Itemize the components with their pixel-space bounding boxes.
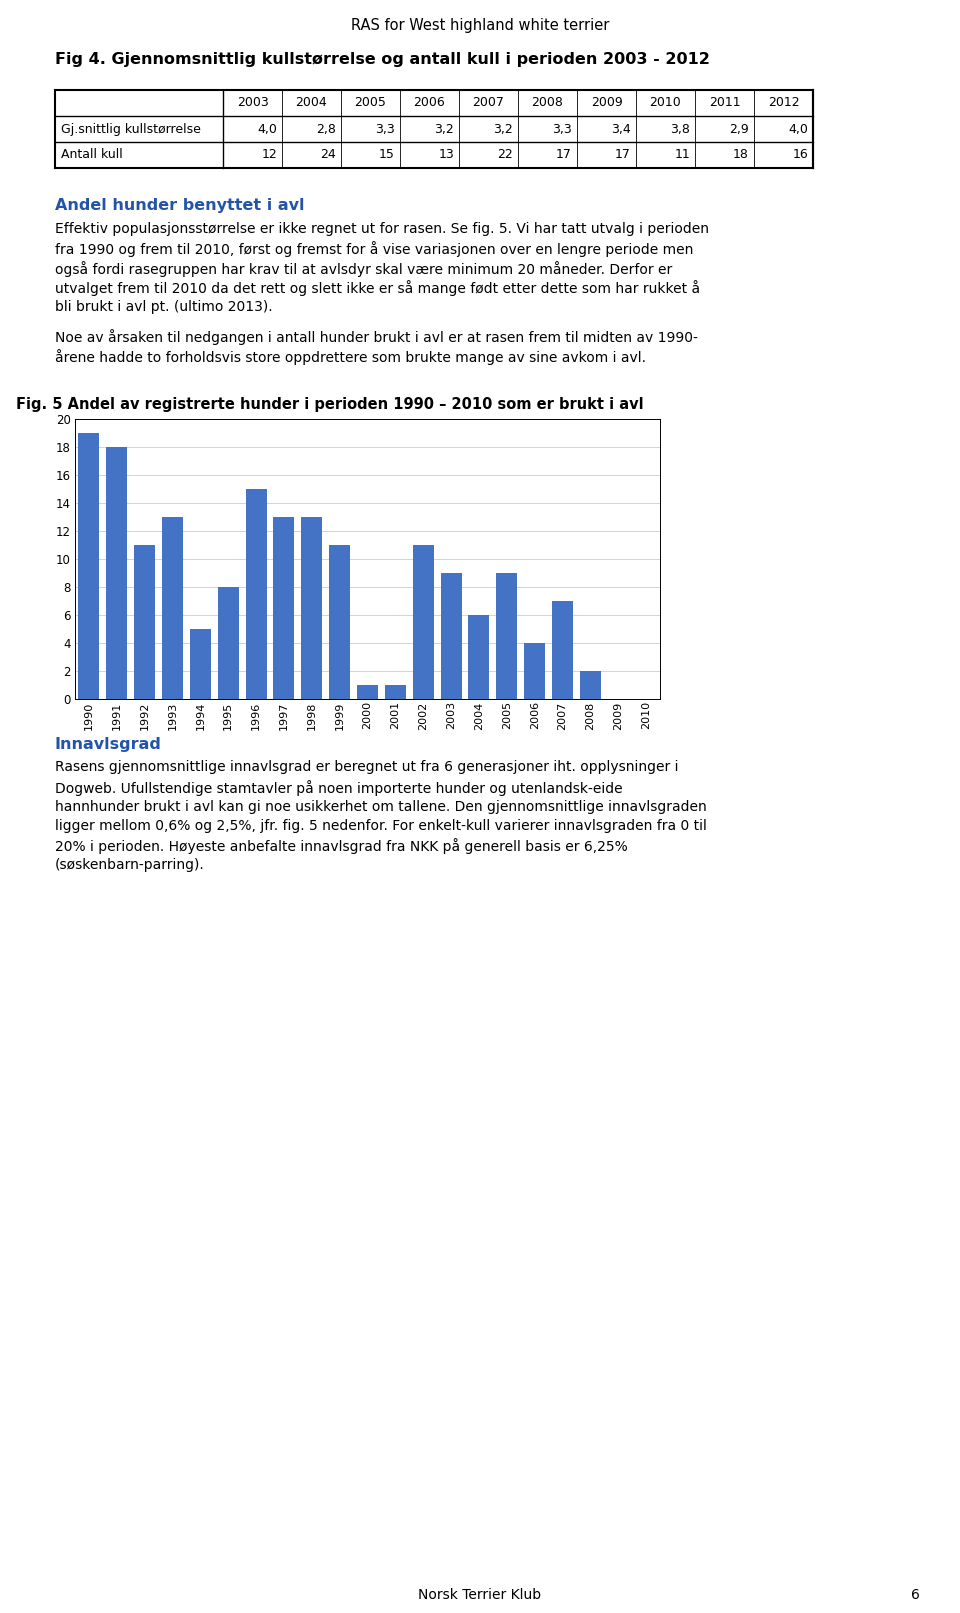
Text: 2007: 2007 [472,97,504,110]
Text: årene hadde to forholdsvis store oppdrettere som brukte mange av sine avkom i av: årene hadde to forholdsvis store oppdret… [55,348,646,365]
Text: 2010: 2010 [650,97,682,110]
Text: utvalget frem til 2010 da det rett og slett ikke er så mange født etter dette so: utvalget frem til 2010 da det rett og sl… [55,281,700,297]
Text: Noe av årsaken til nedgangen i antall hunder brukt i avl er at rasen frem til mi: Noe av årsaken til nedgangen i antall hu… [55,329,698,345]
Text: 20% i perioden. Høyeste anbefalte innavlsgrad fra NKK på generell basis er 6,25%: 20% i perioden. Høyeste anbefalte innavl… [55,839,628,855]
Text: 2,9: 2,9 [730,123,749,135]
Text: 3,2: 3,2 [434,123,454,135]
Bar [385,684,406,698]
Bar [552,600,573,698]
Text: ligger mellom 0,6% og 2,5%, jfr. fig. 5 nedenfor. For enkelt-kull varierer innav: ligger mellom 0,6% og 2,5%, jfr. fig. 5 … [55,819,707,832]
Bar [329,545,350,698]
Bar [134,545,156,698]
Text: 17: 17 [615,148,631,161]
Bar [468,615,490,698]
Text: 2,8: 2,8 [316,123,336,135]
Text: 2009: 2009 [590,97,622,110]
Text: 3,4: 3,4 [612,123,631,135]
Text: 3,3: 3,3 [375,123,395,135]
Bar [190,629,211,698]
Text: 16: 16 [792,148,808,161]
Text: 4,0: 4,0 [788,123,808,135]
Text: (søskenbarn-parring).: (søskenbarn-parring). [55,858,204,873]
Text: 2008: 2008 [532,97,564,110]
Text: 24: 24 [321,148,336,161]
Text: 3,2: 3,2 [493,123,513,135]
Bar [162,516,183,698]
Text: Rasens gjennomsnittlige innavlsgrad er beregnet ut fra 6 generasjoner iht. opply: Rasens gjennomsnittlige innavlsgrad er b… [55,760,679,774]
Bar [301,516,323,698]
Bar [79,432,100,698]
Text: Effektiv populasjonsstørrelse er ikke regnet ut for rasen. Se fig. 5. Vi har tat: Effektiv populasjonsstørrelse er ikke re… [55,223,709,235]
Text: 15: 15 [379,148,395,161]
Bar [55,90,813,168]
Text: Innavlsgrad: Innavlsgrad [55,737,162,752]
Text: 2012: 2012 [768,97,800,110]
Bar [413,545,434,698]
Text: 3,3: 3,3 [552,123,572,135]
Bar [357,684,378,698]
Text: Norsk Terrier Klub: Norsk Terrier Klub [419,1589,541,1602]
Text: hannhunder brukt i avl kan gi noe usikkerhet om tallene. Den gjennomsnittlige in: hannhunder brukt i avl kan gi noe usikke… [55,800,707,813]
Bar [580,671,601,698]
Text: 2003: 2003 [236,97,269,110]
Text: Fig 4. Gjennomsnittlig kullstørrelse og antall kull i perioden 2003 - 2012: Fig 4. Gjennomsnittlig kullstørrelse og … [55,52,709,68]
Text: 6: 6 [911,1589,920,1602]
Text: bli brukt i avl pt. (ultimo 2013).: bli brukt i avl pt. (ultimo 2013). [55,300,273,315]
Text: 4,0: 4,0 [257,123,277,135]
Text: RAS for West highland white terrier: RAS for West highland white terrier [350,18,610,32]
Bar [218,587,239,698]
Text: 2005: 2005 [354,97,387,110]
Text: Gj.snittlig kullstørrelse: Gj.snittlig kullstørrelse [61,123,201,135]
Text: 18: 18 [733,148,749,161]
Text: også fordi rasegruppen har krav til at avlsdyr skal være minimum 20 måneder. Der: også fordi rasegruppen har krav til at a… [55,261,672,277]
Text: Dogweb. Ufullstendige stamtavler på noen importerte hunder og utenlandsk-eide: Dogweb. Ufullstendige stamtavler på noen… [55,781,623,795]
Text: 2006: 2006 [414,97,445,110]
Bar [107,447,128,698]
Bar [246,489,267,698]
Text: 2004: 2004 [296,97,327,110]
Text: Fig. 5 Andel av registrerte hunder i perioden 1990 – 2010 som er brukt i avl: Fig. 5 Andel av registrerte hunder i per… [16,397,644,411]
Bar [524,642,545,698]
Text: Andel hunder benyttet i avl: Andel hunder benyttet i avl [55,198,304,213]
Text: 2011: 2011 [708,97,740,110]
Text: fra 1990 og frem til 2010, først og fremst for å vise variasjonen over en lengre: fra 1990 og frem til 2010, først og frem… [55,242,693,258]
Text: 17: 17 [556,148,572,161]
Text: 22: 22 [497,148,513,161]
Text: 3,8: 3,8 [670,123,690,135]
Text: 12: 12 [261,148,277,161]
Bar [496,573,517,698]
Text: 13: 13 [439,148,454,161]
Bar [441,573,462,698]
Text: Antall kull: Antall kull [61,148,123,161]
Bar [274,516,295,698]
Text: 11: 11 [674,148,690,161]
